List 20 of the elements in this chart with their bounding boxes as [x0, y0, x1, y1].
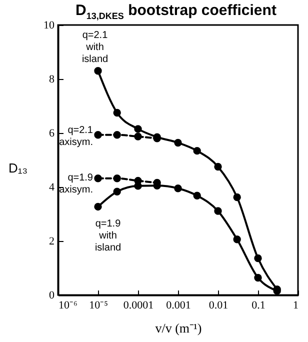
x-tick-label: 0.01 [208, 300, 228, 312]
x-tick-label: 0.001 [166, 300, 191, 312]
x-tick-label: 10⁻⁶ [58, 300, 78, 312]
x-tick-label: 0.0001 [123, 300, 154, 312]
y-tick-label: 8 [49, 74, 55, 86]
y-tick-label: 2 [49, 236, 54, 248]
x-axis-title: v/v (m⁻¹) [155, 320, 202, 336]
x-tick-label: 10⁻⁵ [89, 300, 108, 312]
series-label: q=1.9 with island [94, 218, 122, 254]
x-tick-label: 0.1 [252, 300, 266, 312]
y-axis-title: D₁₃ [8, 160, 28, 176]
series-label: q=2.1 axisym. [59, 124, 94, 148]
series-label: q=2.1 with island [82, 30, 108, 65]
series-label: q=1.9 axisym. [59, 172, 94, 196]
y-tick-label: 10 [44, 20, 55, 32]
x-tick-label: 1 [293, 300, 298, 312]
y-tick-label: 4 [49, 182, 55, 194]
y-tick-label: 6 [49, 128, 55, 140]
y-tick-label: 0 [49, 290, 55, 302]
chart-title: D$_{13,DKES}$ bootstrap coefficient [74, 2, 278, 21]
